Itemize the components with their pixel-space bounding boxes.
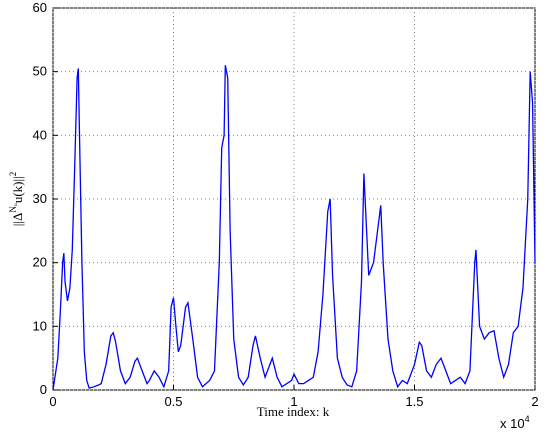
y-tick-label: 0 [40,382,47,397]
y-tick-label: 30 [33,191,47,206]
ylabel-sup: Nᵤ [8,203,18,212]
data-line [52,65,536,391]
multiplier-base: x 10 [500,416,525,431]
multiplier-exponent: 4 [525,414,530,424]
y-tick-label: 60 [33,0,47,15]
y-tick-label: 10 [33,318,47,333]
ylabel-rest: u(k)|| [10,176,25,203]
ylabel-base: ||Δ [10,213,25,227]
y-axis-label: ||ΔNᵤu(k)||2 [8,172,25,226]
x-tick-label: 2 [531,394,538,409]
y-tick-label: 50 [33,64,47,79]
y-tick-label: 20 [33,255,47,270]
x-tick-label: 0 [49,394,56,409]
x-tick-label: 1.5 [405,394,423,409]
ylabel-power: 2 [8,172,18,177]
x-tick-label: 1 [290,394,297,409]
y-tick-label: 40 [33,127,47,142]
x-axis-label: Time index: k [257,404,330,419]
x-tick-label: 0.5 [164,394,182,409]
x-multiplier: x 104 [500,414,530,431]
